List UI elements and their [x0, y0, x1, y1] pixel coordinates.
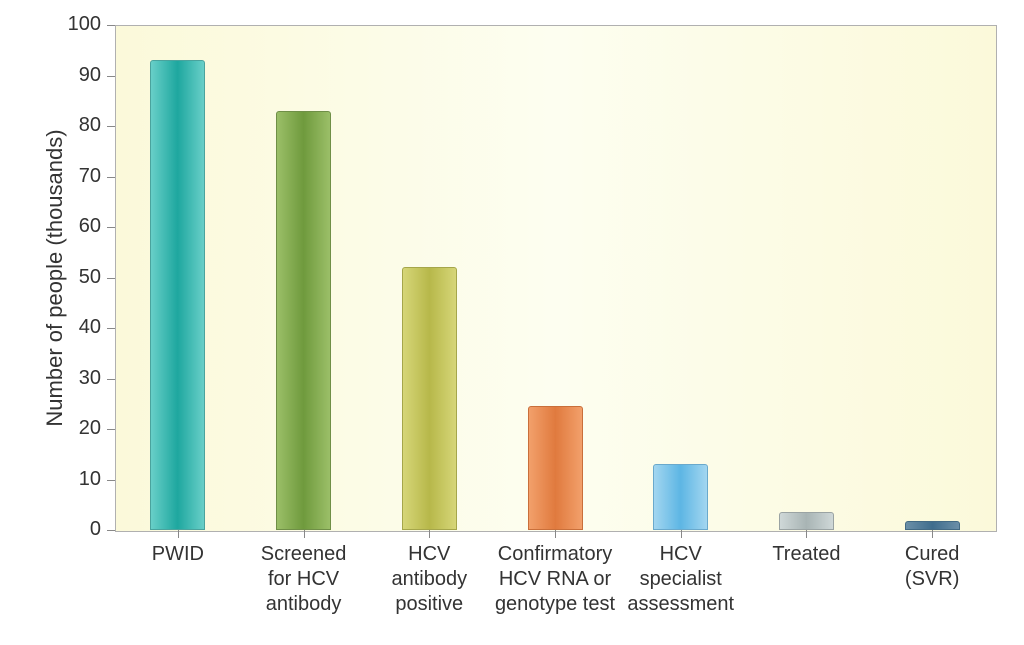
y-tick-mark: [107, 278, 115, 279]
y-tick-label: 100: [57, 13, 101, 36]
y-tick-mark: [107, 530, 115, 531]
x-category-label: HCVspecialistassessment: [613, 542, 749, 617]
x-tick-mark: [555, 530, 556, 538]
y-tick-mark: [107, 379, 115, 380]
x-tick-mark: [304, 530, 305, 538]
y-tick-mark: [107, 227, 115, 228]
x-category-label: HCVantibodypositive: [361, 542, 497, 617]
hcv-cascade-chart: 0102030405060708090100 PWIDScreenedfor H…: [0, 0, 1024, 645]
bar: [779, 512, 834, 530]
y-tick-label: 0: [57, 518, 101, 541]
bar: [402, 267, 457, 530]
x-tick-mark: [681, 530, 682, 538]
bar: [905, 521, 960, 530]
x-tick-mark: [806, 530, 807, 538]
x-category-label: ConfirmatoryHCV RNA orgenotype test: [487, 542, 623, 617]
bar: [150, 60, 205, 530]
bar: [528, 406, 583, 530]
x-category-label: Treated: [739, 542, 875, 567]
x-tick-mark: [429, 530, 430, 538]
x-tick-mark: [178, 530, 179, 538]
x-category-label: Screenedfor HCVantibody: [236, 542, 372, 617]
y-tick-mark: [107, 429, 115, 430]
x-category-label: Cured(SVR): [864, 542, 1000, 592]
y-tick-mark: [107, 76, 115, 77]
y-tick-mark: [107, 177, 115, 178]
x-category-label: PWID: [110, 542, 246, 567]
y-tick-mark: [107, 480, 115, 481]
y-tick-mark: [107, 126, 115, 127]
y-tick-label: 10: [57, 468, 101, 491]
bar: [653, 464, 708, 530]
y-tick-mark: [107, 25, 115, 26]
y-tick-mark: [107, 328, 115, 329]
y-tick-label: 90: [57, 64, 101, 87]
bar: [276, 111, 331, 530]
y-axis-title: Number of people (thousands): [42, 118, 68, 438]
x-tick-mark: [932, 530, 933, 538]
